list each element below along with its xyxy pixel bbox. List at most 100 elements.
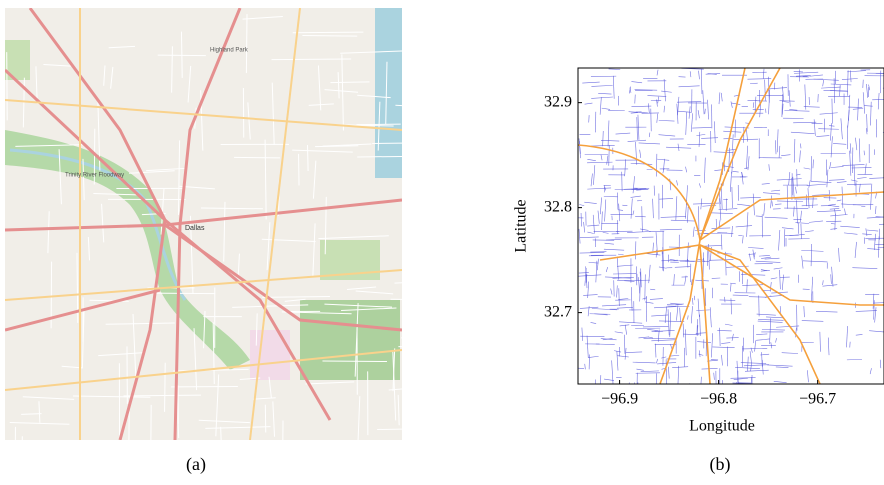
street [633,362,656,363]
street [580,237,599,238]
street [811,244,812,266]
street [855,242,856,258]
street [656,359,657,363]
x-axis-label: Longitude [689,418,755,435]
street [781,155,790,156]
street [660,229,682,230]
street [809,221,823,222]
street [816,311,837,312]
street [817,211,841,212]
street [579,273,589,274]
street [830,215,847,216]
street [725,127,750,128]
street [831,136,832,157]
street [687,207,688,223]
street [677,180,678,185]
street [584,222,585,233]
street [775,140,776,154]
street [737,204,750,205]
street [867,217,883,218]
street [664,79,665,101]
street [602,305,626,306]
street [850,151,851,176]
street [830,229,837,230]
street [847,184,871,185]
street [821,87,841,88]
street [804,306,805,317]
map-label: Dallas [185,225,205,232]
street [643,326,668,327]
street [716,219,717,229]
street [620,325,630,326]
street [640,150,641,158]
street [401,336,431,338]
street [873,294,874,309]
street [631,113,638,114]
street [793,122,816,123]
street [694,296,695,300]
street [691,306,692,323]
street [640,229,648,230]
street [782,353,798,354]
street [655,344,656,358]
street [602,211,603,230]
street [842,164,864,165]
street [731,298,732,314]
street [776,338,777,342]
street [657,159,669,160]
street [579,229,580,244]
street [678,144,679,151]
street [746,130,747,142]
street [803,261,828,262]
street [867,249,879,250]
street [852,268,877,269]
street [802,321,824,322]
street [7,52,8,120]
street [874,234,875,250]
street [707,248,708,266]
street [668,367,669,379]
street [616,133,631,134]
street [847,71,866,72]
street [711,228,730,229]
street [585,103,593,104]
street [764,203,765,216]
street [747,357,748,372]
street [635,142,636,165]
street [705,109,706,114]
map-label: Highland Park [210,48,249,54]
highway [700,245,710,384]
street [820,332,821,352]
street [856,334,863,335]
street [820,113,838,114]
street [723,131,741,132]
street [789,172,790,185]
street [302,35,357,36]
street [649,133,650,138]
street [612,360,613,384]
street [618,210,623,211]
street [591,76,616,77]
street [747,212,748,237]
street [734,378,748,379]
street [628,140,646,141]
street [721,343,730,344]
street [850,71,851,83]
street [830,206,839,207]
street [802,256,803,269]
street [698,299,699,317]
highway [578,145,884,240]
street [659,120,675,121]
street [613,76,614,99]
street [823,80,824,86]
street [700,315,701,336]
caption: (b) [710,454,731,475]
street [811,181,831,182]
x-tick-label: −96.7 [799,391,836,408]
street [627,231,651,232]
street [587,336,588,358]
street [640,279,641,302]
street [879,236,880,257]
street [869,178,884,179]
street [651,340,676,341]
